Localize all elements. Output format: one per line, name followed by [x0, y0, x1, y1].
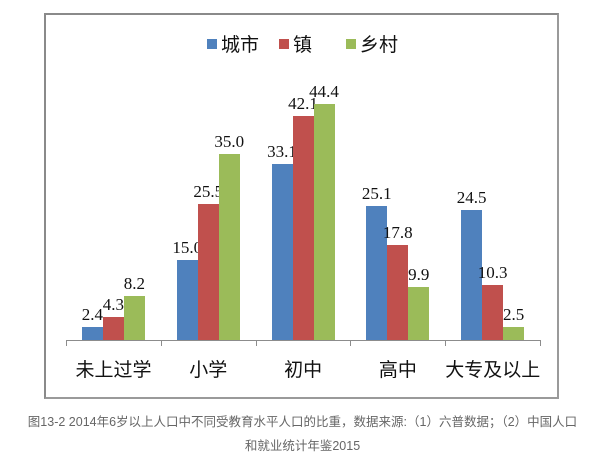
legend-label-town: 镇 — [292, 35, 312, 56]
data-label-city: 15.0 — [172, 238, 203, 257]
legend-item-town: 镇 — [278, 30, 312, 57]
legend-label-city: 城市 — [220, 35, 259, 56]
bar-rural — [218, 154, 240, 340]
category-label: 大专及以上 — [445, 360, 541, 381]
data-label-city: 2.4 — [81, 305, 104, 324]
bar-rural — [313, 104, 335, 340]
bar-town — [292, 116, 314, 340]
legend-item-city: 城市 — [206, 30, 259, 57]
data-label-rural: 44.4 — [309, 82, 339, 101]
category-label: 小学 — [189, 360, 228, 381]
bar-city — [271, 164, 293, 340]
caption-line-1: 图13-2 2014年6岁以上人口中不同受教育水平人口的比重，数据来源:（1）六… — [27, 415, 578, 429]
legend-swatch-city — [206, 38, 217, 49]
x-axis — [66, 340, 540, 341]
data-label-town: 10.3 — [477, 263, 508, 282]
legend-label-rural: 乡村 — [360, 35, 399, 56]
chart-legend: 城市 镇 乡村 — [0, 30, 605, 57]
data-label-city: 33.1 — [267, 142, 297, 161]
x-axis-tick — [540, 340, 541, 346]
bar-rural — [503, 327, 525, 340]
legend-swatch-town — [278, 38, 289, 49]
data-label-town: 17.8 — [382, 223, 413, 242]
bar-town — [102, 317, 124, 340]
legend-swatch-rural — [346, 38, 356, 49]
data-label-town: 4.3 — [102, 295, 125, 314]
bar-town — [197, 204, 219, 340]
data-label-rural: 9.9 — [408, 265, 430, 284]
bar-rural — [123, 296, 145, 340]
figure-caption: 图13-2 2014年6岁以上人口中不同受教育水平人口的比重，数据来源:（1）六… — [0, 410, 605, 458]
data-label-town: 42.1 — [288, 94, 318, 113]
category-label: 初中 — [284, 360, 323, 381]
category-label: 高中 — [378, 360, 417, 381]
bar-town — [482, 285, 504, 340]
x-axis-tick — [350, 340, 352, 346]
category-label: 未上过学 — [75, 360, 152, 381]
bar-city — [176, 260, 198, 340]
data-label-rural: 2.5 — [502, 305, 525, 324]
x-axis-tick — [255, 340, 257, 346]
data-label-city: 24.5 — [456, 188, 487, 207]
data-label-city: 25.1 — [361, 184, 392, 203]
bar-city — [461, 210, 483, 340]
data-label-rural: 35.0 — [214, 132, 245, 151]
x-axis-tick — [160, 340, 162, 346]
caption-line-2: 和就业统计年鉴2015 — [244, 439, 361, 453]
x-axis-tick — [66, 340, 67, 346]
bar-city — [81, 327, 103, 340]
bar-rural — [408, 287, 430, 340]
x-axis-tick — [445, 340, 447, 346]
bar-city — [366, 206, 388, 340]
data-label-town: 25.5 — [193, 182, 224, 201]
legend-item-rural: 乡村 — [346, 30, 398, 57]
bar-town — [387, 245, 409, 340]
data-label-rural: 8.2 — [123, 274, 146, 293]
